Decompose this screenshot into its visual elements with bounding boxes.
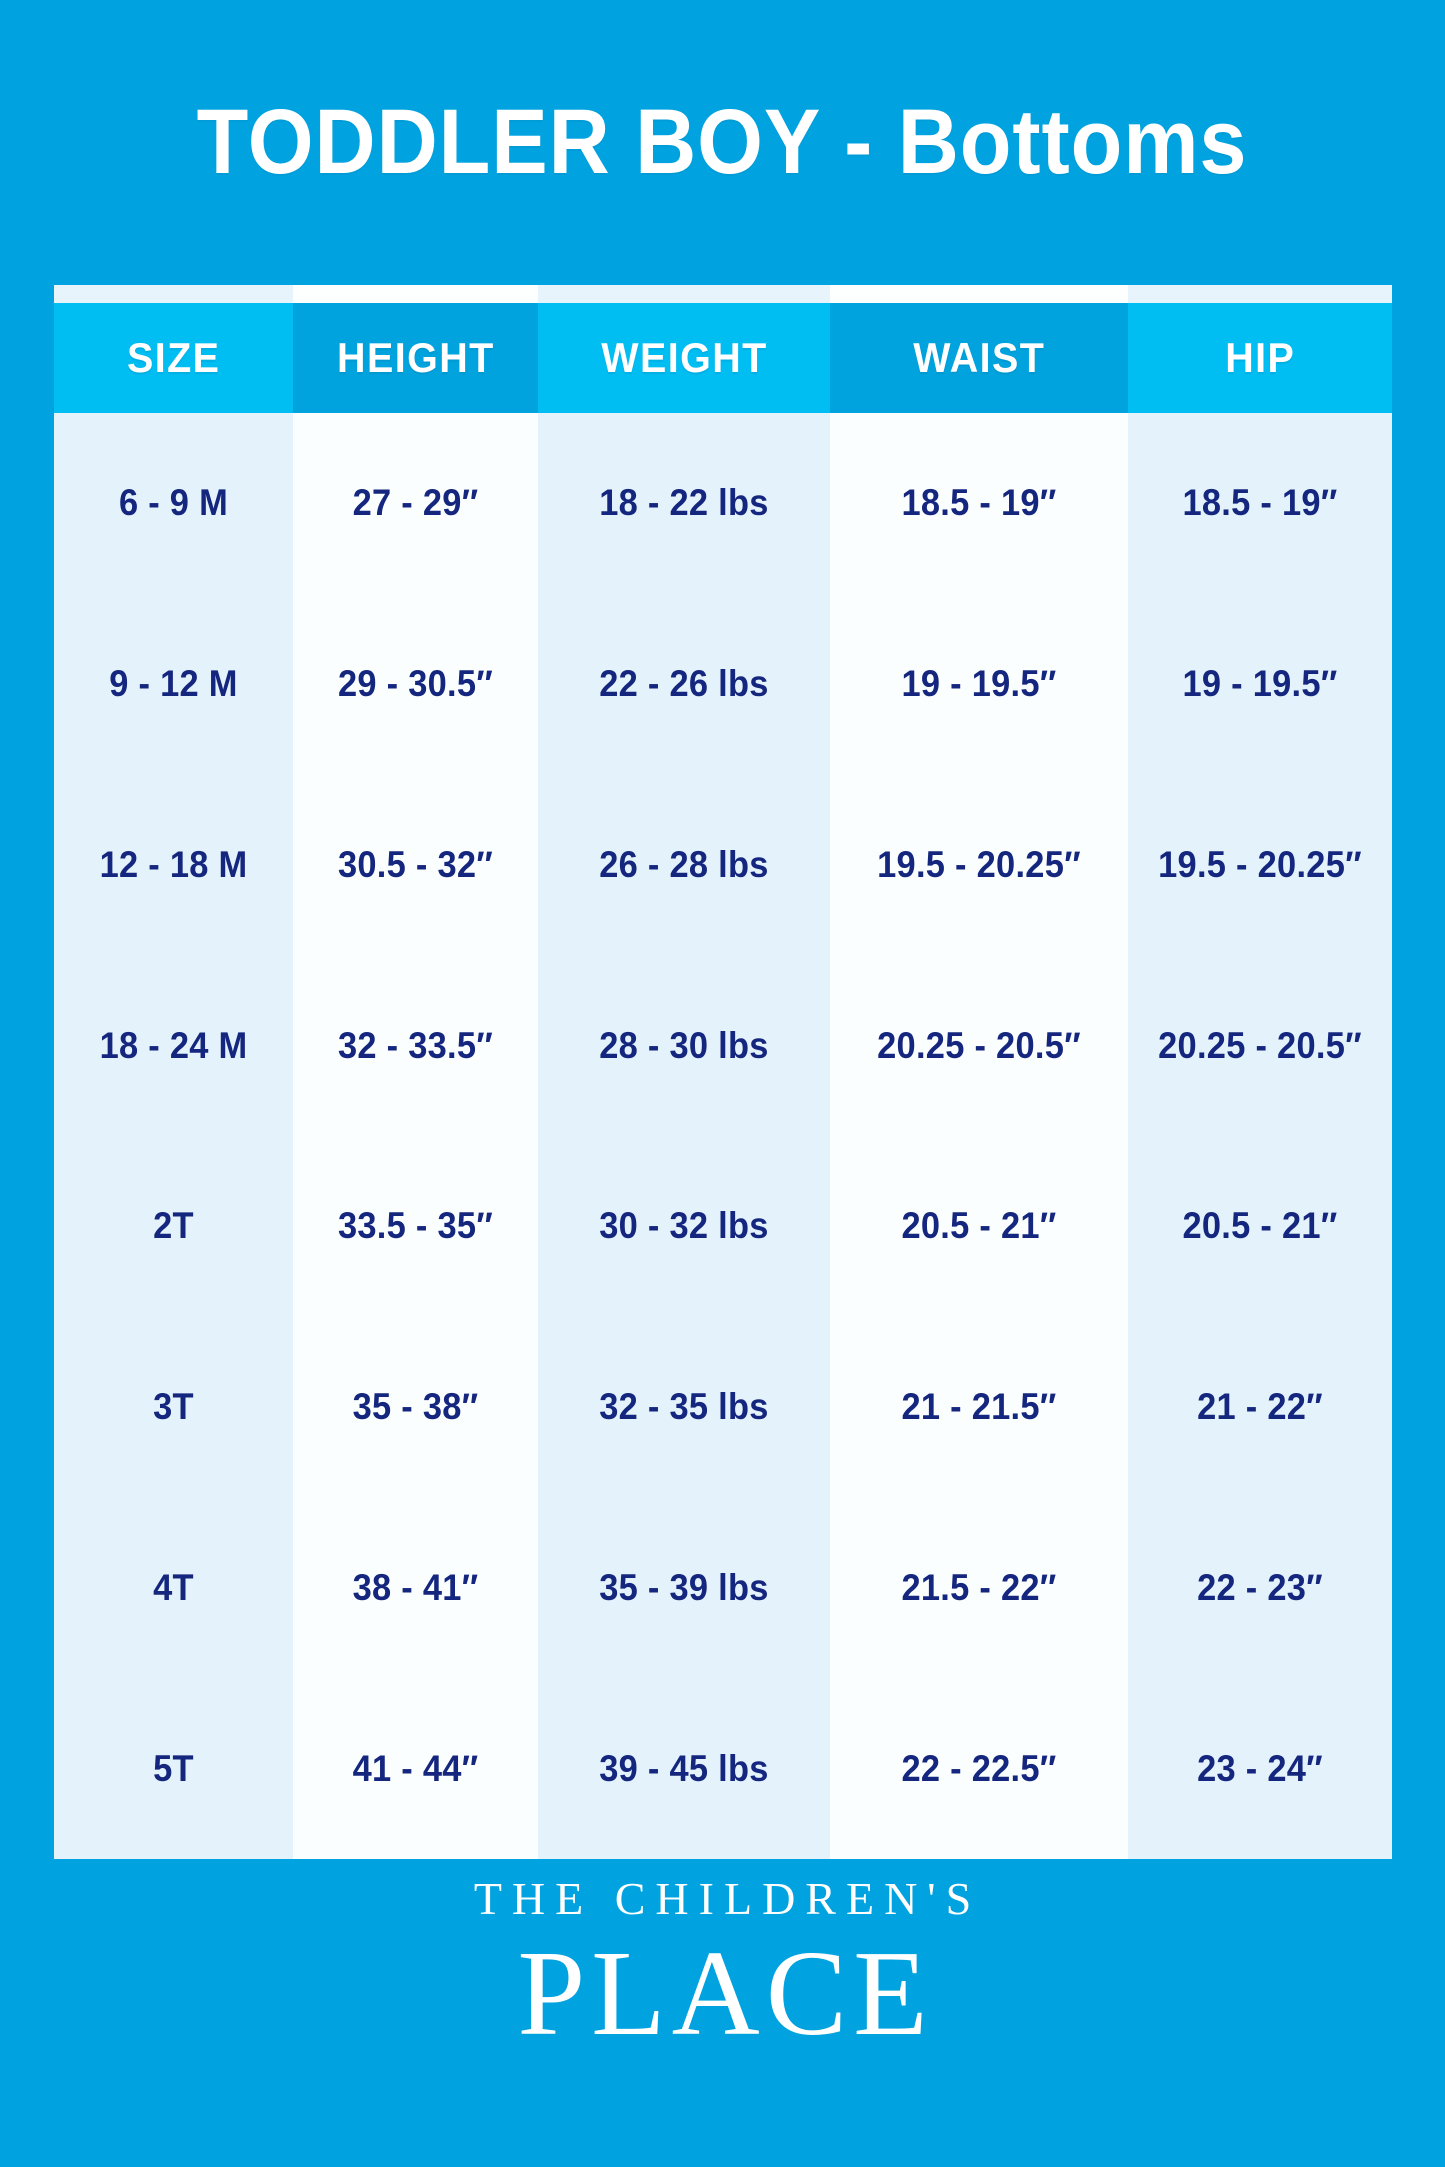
top-strip-cell-waist <box>830 285 1128 303</box>
column-header-weight: WEIGHT <box>538 303 830 413</box>
table-cell: 6 - 9 M <box>118 482 229 524</box>
table-cell: 22 - 26 lbs <box>599 663 769 705</box>
column-header-height-label: HEIGHT <box>336 334 495 381</box>
poster-title-area: TODDLER BOY - Bottoms <box>0 0 1445 285</box>
brand-logo: THE CHILDREN'S PLACE <box>0 1840 1445 2167</box>
table-cell: 38 - 41″ <box>352 1566 479 1608</box>
table-cell: 39 - 45 lbs <box>599 1747 769 1789</box>
table-header-row: SIZE HEIGHT WEIGHT WAIST HIP <box>54 303 1392 413</box>
table-cell: 19.5 - 20.25″ <box>1158 843 1362 885</box>
table-cell: 30.5 - 32″ <box>337 843 494 885</box>
table-cell: 18 - 24 M <box>99 1024 248 1066</box>
table-cell: 26 - 28 lbs <box>599 843 769 885</box>
table-cell: 19 - 19.5″ <box>1182 663 1338 705</box>
table-top-strip <box>54 285 1392 303</box>
top-strip-cell-weight <box>538 285 830 303</box>
column-header-weight-label: WEIGHT <box>600 334 768 381</box>
table-cell: 4T <box>153 1566 194 1608</box>
brand-logo-line-2: PLACE <box>517 1926 934 2061</box>
table-column-height: 27 - 29″ 29 - 30.5″ 30.5 - 32″ 32 - 33.5… <box>293 413 538 1859</box>
column-header-waist: WAIST <box>830 303 1128 413</box>
column-header-height: HEIGHT <box>293 303 538 413</box>
table-cell: 29 - 30.5″ <box>337 663 494 705</box>
column-header-waist-label: WAIST <box>912 334 1046 381</box>
column-header-size: SIZE <box>54 303 293 413</box>
top-strip-cell-size <box>54 285 293 303</box>
table-cell: 28 - 30 lbs <box>599 1024 769 1066</box>
table-cell: 27 - 29″ <box>352 482 479 524</box>
table-cell: 30 - 32 lbs <box>599 1205 769 1247</box>
table-column-hip: 18.5 - 19″ 19 - 19.5″ 19.5 - 20.25″ 20.2… <box>1128 413 1392 1859</box>
table-cell: 19.5 - 20.25″ <box>877 843 1081 885</box>
table-cell: 35 - 38″ <box>352 1386 479 1428</box>
table-cell: 9 - 12 M <box>109 663 238 705</box>
column-header-hip: HIP <box>1128 303 1392 413</box>
table-cell: 41 - 44″ <box>352 1747 479 1789</box>
table-cell: 3T <box>153 1386 194 1428</box>
table-cell: 19 - 19.5″ <box>901 663 1057 705</box>
brand-logo-line-1: THE CHILDREN'S <box>473 1873 982 1924</box>
table-cell: 21.5 - 22″ <box>901 1566 1057 1608</box>
table-cell: 12 - 18 M <box>99 843 248 885</box>
table-cell: 18.5 - 19″ <box>1182 482 1338 524</box>
table-cell: 20.5 - 21″ <box>901 1205 1057 1247</box>
table-column-weight: 18 - 22 lbs 22 - 26 lbs 26 - 28 lbs 28 -… <box>538 413 830 1859</box>
table-cell: 2T <box>153 1205 194 1247</box>
size-chart-table: SIZE HEIGHT WEIGHT WAIST HIP 6 - 9 M 9 -… <box>54 285 1392 1859</box>
table-cell: 18.5 - 19″ <box>901 482 1057 524</box>
top-strip-cell-hip <box>1128 285 1392 303</box>
table-body: 6 - 9 M 9 - 12 M 12 - 18 M 18 - 24 M 2T … <box>54 413 1392 1859</box>
table-cell: 22 - 23″ <box>1197 1566 1323 1608</box>
table-cell: 22 - 22.5″ <box>901 1747 1057 1789</box>
table-cell: 20.25 - 20.5″ <box>1158 1024 1362 1066</box>
table-column-size: 6 - 9 M 9 - 12 M 12 - 18 M 18 - 24 M 2T … <box>54 413 293 1859</box>
table-cell: 33.5 - 35″ <box>337 1205 494 1247</box>
table-cell: 23 - 24″ <box>1197 1747 1323 1789</box>
page-title: TODDLER BOY - Bottoms <box>197 91 1248 193</box>
table-cell: 21 - 22″ <box>1197 1386 1323 1428</box>
top-strip-cell-height <box>293 285 538 303</box>
table-cell: 21 - 21.5″ <box>901 1386 1057 1428</box>
table-cell: 20.25 - 20.5″ <box>877 1024 1081 1066</box>
table-cell: 5T <box>153 1747 194 1789</box>
table-cell: 35 - 39 lbs <box>599 1566 769 1608</box>
column-header-hip-label: HIP <box>1224 334 1296 381</box>
table-cell: 20.5 - 21″ <box>1182 1205 1338 1247</box>
table-cell: 32 - 33.5″ <box>337 1024 494 1066</box>
table-cell: 32 - 35 lbs <box>599 1386 769 1428</box>
table-column-waist: 18.5 - 19″ 19 - 19.5″ 19.5 - 20.25″ 20.2… <box>830 413 1128 1859</box>
column-header-size-label: SIZE <box>126 334 221 381</box>
table-cell: 18 - 22 lbs <box>599 482 769 524</box>
